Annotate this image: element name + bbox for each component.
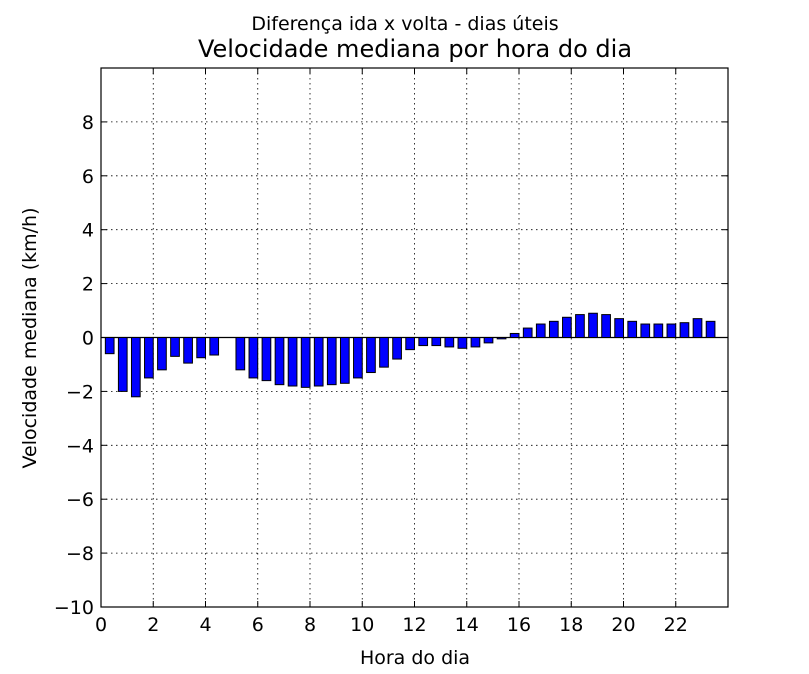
bar [326, 337, 337, 386]
y-tick-label: −8 [66, 543, 94, 565]
x-tick-label: 20 [611, 614, 635, 636]
y-tick-label: 2 [82, 274, 94, 296]
bar [261, 337, 272, 382]
bar [653, 323, 664, 338]
bar [405, 337, 415, 351]
bar [170, 337, 180, 357]
bar [300, 337, 311, 388]
x-tick-label: 10 [350, 614, 374, 636]
bar [470, 337, 481, 348]
chart-title: Velocidade mediana por hora do dia [198, 35, 632, 63]
y-axis-ticks: −10 −8 −6 −4 −2 0 2 4 6 8 [54, 112, 728, 619]
x-tick-label: 2 [147, 614, 159, 636]
bar [144, 337, 154, 379]
bar [183, 337, 193, 364]
y-tick-label: 6 [82, 166, 94, 188]
bar [248, 337, 259, 379]
bar [117, 337, 128, 392]
bar [640, 323, 651, 338]
bar [235, 337, 246, 371]
bar [588, 312, 598, 338]
bar [157, 337, 167, 371]
bar [562, 316, 572, 339]
x-tick-label: 14 [455, 614, 479, 636]
x-tick-label: 6 [252, 614, 264, 636]
y-tick-label: 0 [82, 328, 94, 350]
bar [196, 337, 206, 359]
bar [692, 318, 703, 339]
bar [379, 337, 389, 368]
bar [614, 318, 624, 339]
bar [353, 337, 363, 379]
y-tick-label: −10 [54, 597, 94, 619]
chart-suptitle: Diferença ida x volta - dias úteis [251, 13, 558, 35]
x-tick-label: 22 [664, 614, 688, 636]
bar [601, 314, 611, 338]
bar [496, 337, 507, 340]
x-tick-label: 16 [507, 614, 531, 636]
bar [522, 327, 533, 339]
x-tick-label: 4 [199, 614, 211, 636]
y-axis-label: Velocidade mediana (km/h) [19, 207, 41, 468]
bar [366, 337, 376, 374]
y-tick-label: 4 [82, 220, 94, 242]
bar [418, 337, 429, 347]
bar [535, 323, 546, 338]
y-tick-label: −4 [66, 435, 94, 457]
bar [209, 337, 220, 356]
x-tick-label: 8 [304, 614, 316, 636]
x-tick-label: 12 [402, 614, 426, 636]
bar [666, 323, 677, 338]
bar [627, 320, 638, 338]
bar [104, 337, 115, 355]
bar [392, 337, 402, 360]
bar [431, 337, 442, 347]
x-tick-label: 18 [559, 614, 583, 636]
bars [104, 312, 716, 398]
bar [339, 337, 350, 384]
y-tick-label: 8 [82, 112, 94, 134]
bar [509, 332, 520, 338]
bar [457, 337, 468, 349]
bar [274, 337, 285, 386]
x-axis-label: Hora do dia [360, 647, 470, 669]
x-axis-ticks: 0 2 4 6 8 10 12 14 16 18 20 22 [95, 68, 688, 636]
bar [548, 320, 559, 338]
bar [130, 337, 141, 398]
bar [575, 314, 585, 338]
bar [483, 337, 494, 344]
y-tick-label: −2 [66, 381, 94, 403]
bar [287, 337, 298, 387]
bar [444, 337, 455, 348]
x-tick-label: 0 [95, 614, 107, 636]
bar [705, 320, 716, 338]
bar [313, 337, 324, 387]
bar [679, 322, 690, 338]
y-tick-label: −6 [66, 489, 94, 511]
